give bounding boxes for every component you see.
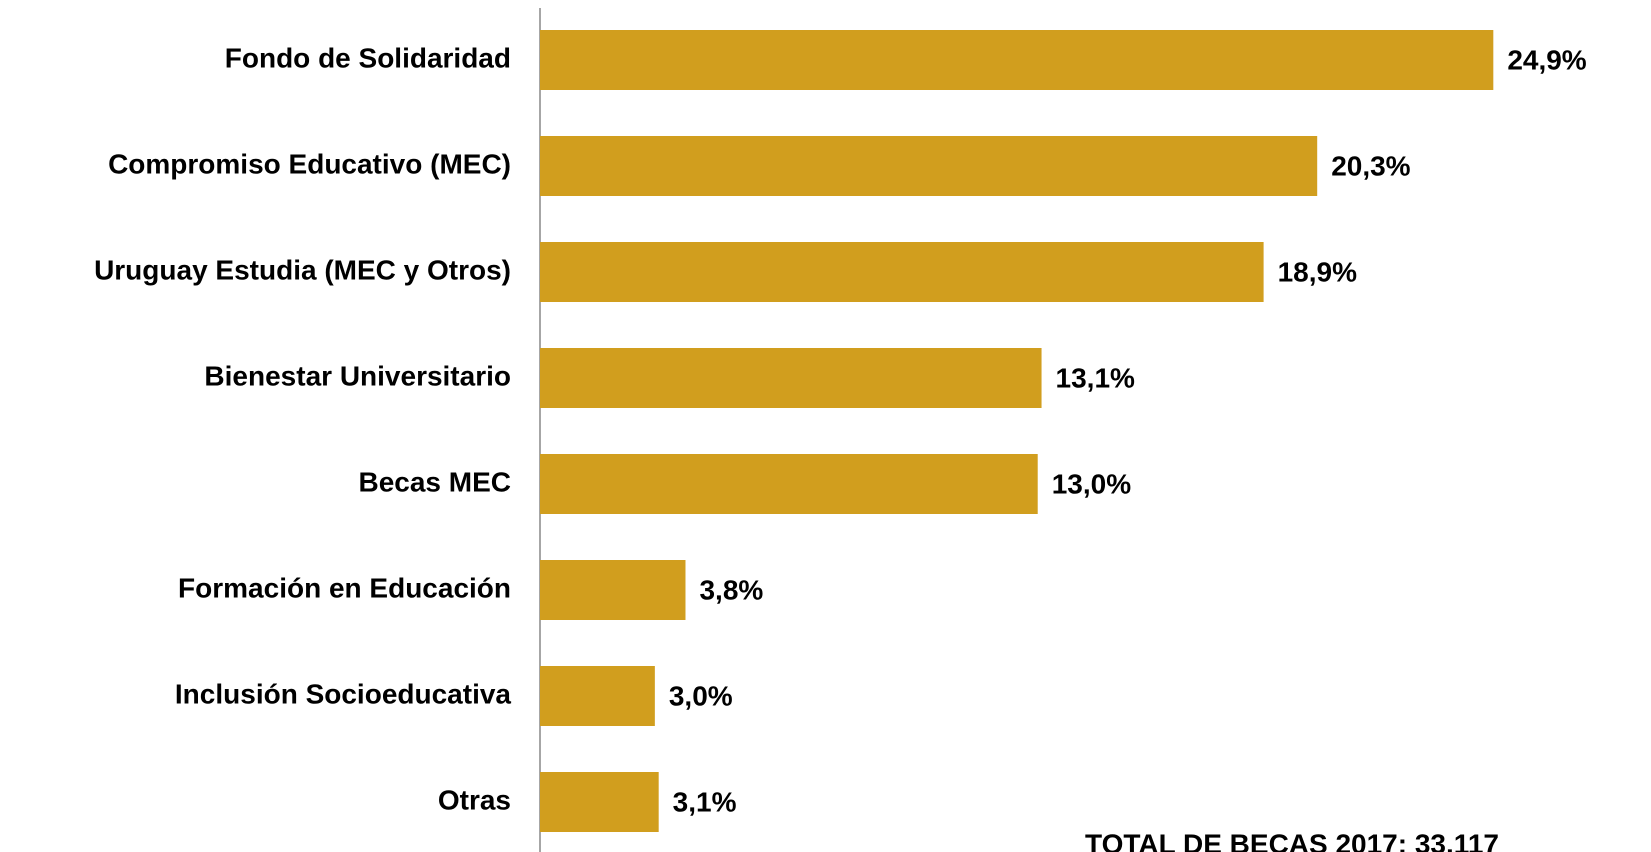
y-tick-label: Inclusión Socioeducativa [175, 678, 512, 709]
bar [540, 666, 655, 726]
y-tick-label: Compromiso Educativo (MEC) [108, 148, 511, 179]
y-tick-label: Fondo de Solidaridad [225, 42, 511, 73]
data-label: 3,0% [669, 680, 733, 711]
y-tick-label: Bienestar Universitario [204, 360, 511, 391]
data-label: 20,3% [1331, 150, 1410, 181]
bar [540, 454, 1038, 514]
annotation: TOTAL DE BECAS 2017: 33.117 [1085, 828, 1499, 852]
y-tick-label: Becas MEC [358, 466, 511, 497]
data-label: 13,0% [1052, 468, 1131, 499]
bar [540, 772, 659, 832]
bar [540, 136, 1318, 196]
data-label: 13,1% [1056, 362, 1135, 393]
y-tick-label: Otras [438, 784, 511, 815]
bar [540, 348, 1042, 408]
data-label: 18,9% [1278, 256, 1357, 287]
bar [540, 30, 1494, 90]
y-tick-label: Uruguay Estudia (MEC y Otros) [94, 254, 511, 285]
bar [540, 242, 1264, 302]
data-label: 24,9% [1507, 44, 1586, 75]
y-tick-label: Formación en Educación [178, 572, 511, 603]
data-label: 3,1% [673, 786, 737, 817]
data-label: 3,8% [699, 574, 763, 605]
bar [540, 560, 686, 620]
